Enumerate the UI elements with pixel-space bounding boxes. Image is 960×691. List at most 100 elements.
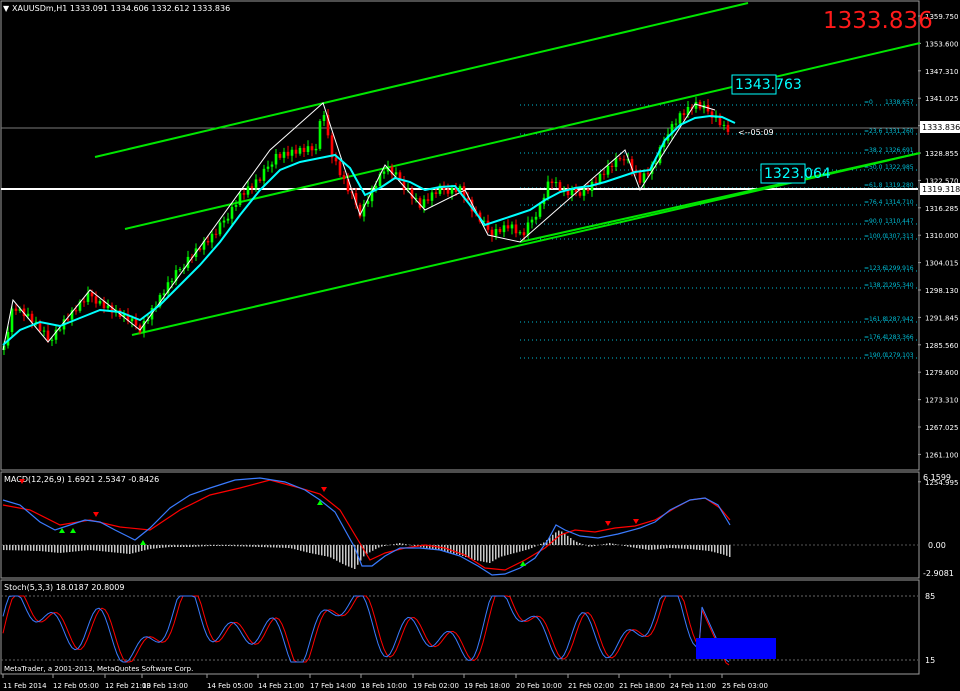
arrow-up-icon (59, 528, 65, 533)
fibo-level-value: 1295.340 (885, 282, 914, 289)
time-axis-label: 21 Feb 02:00 (568, 682, 614, 690)
time-axis-label: 13 Feb 13:00 (142, 682, 188, 690)
arrow-up-icon (520, 561, 526, 566)
fibo-level-ratio: =161.8 (864, 316, 886, 323)
stoch-scale-85: 85 (925, 592, 935, 601)
fibo-level-value: 1283.366 (885, 334, 914, 341)
price-axis-label: 1353.600 (925, 40, 958, 48)
price-axis-label: 1341.025 (925, 95, 958, 103)
stoch-header: Stoch(5,3,3) 18.0187 20.8009 (4, 583, 124, 592)
stoch-signal-line (2, 595, 730, 666)
price-axis-label: 1328.855 (925, 150, 958, 158)
channel-line-recent-low (519, 152, 921, 243)
fibo-level-value: 1310.447 (885, 218, 914, 225)
price-axis-label: 1347.310 (925, 68, 958, 76)
time-axis-label: 11 Feb 2014 (3, 682, 47, 690)
time-axis-label: 14 Feb 21:00 (258, 682, 304, 690)
bar-countdown: <--05:09 (738, 128, 774, 137)
price-axis-label: 1285.560 (925, 342, 958, 350)
time-axis-label: 14 Feb 05:00 (207, 682, 253, 690)
main-price-pane[interactable]: 1359.7501353.6001347.3101341.0251334.740… (0, 0, 960, 487)
moving-average-line (2, 114, 736, 346)
fibo-level-value: 1314.710 (885, 199, 914, 206)
time-axis-label: 12 Feb 05:00 (53, 682, 99, 690)
arrow-down-icon (93, 512, 99, 517)
fibo-level-ratio: =90.0 (864, 218, 883, 225)
arrow-down-icon (605, 521, 611, 526)
zigzag-line (2, 102, 716, 351)
time-axis-label: 12 Feb 21:00 (105, 682, 151, 690)
fibo-level-value: 1338.657 (885, 99, 914, 106)
stochastic-pane[interactable]: Stoch(5,3,3) 18.0187 20.8009 85 15 MetaT… (0, 579, 935, 675)
fibo-level-ratio: =176.4 (864, 334, 886, 341)
price-axis-label: 1304.015 (925, 260, 958, 268)
macd-signal-arrows (19, 479, 639, 566)
time-axis-label: 19 Feb 18:00 (464, 682, 510, 690)
time-axis-label: 18 Feb 10:00 (361, 682, 407, 690)
fibo-level-value: 1287.942 (885, 316, 914, 323)
fibo-level-ratio: =190.0 (864, 352, 886, 359)
symbol-header: XAUUSDm,H1 1333.091 1334.606 1332.612 13… (12, 4, 230, 13)
fibo-level-ratio: =23.6 (864, 128, 883, 135)
macd-header: MACD(12,26,9) 1.6921 2.5347 -0.8426 (4, 475, 159, 484)
fibo-level-ratio: =61.8 (864, 182, 883, 189)
price-axis-label: 1291.845 (925, 314, 958, 322)
price-axis-label: 1359.750 (925, 13, 958, 21)
price-axis-label: 1298.130 (925, 287, 958, 295)
fibo-level-ratio: =38.2 (864, 147, 883, 154)
arrow-down-icon (321, 487, 327, 492)
big-price-display: 1333.836 (823, 8, 933, 34)
candlesticks (2, 96, 730, 355)
line-price-tag: 1319.318 (922, 185, 960, 194)
macd-signal-line (2, 479, 731, 571)
fibo-level-ratio: =138.2 (864, 282, 886, 289)
stoch-main-line (2, 595, 730, 663)
fibo-level-ratio: =76.4 (864, 199, 883, 206)
time-axis-label: 24 Feb 11:00 (670, 682, 716, 690)
fibo-level-value: 1307.313 (885, 233, 914, 240)
stoch-highlight-box (696, 638, 776, 659)
price-axis-label: 1316.285 (925, 205, 958, 213)
macd-scale-zero: 0.00 (928, 541, 946, 550)
macd-main-line (2, 477, 731, 576)
fibo-level-value: 1326.691 (885, 147, 914, 154)
channel-label-upper: 1343.763 (735, 77, 802, 93)
stoch-scale-15: 15 (925, 656, 935, 665)
macd-scale-top: 6.1599 (923, 473, 951, 482)
price-axis-label: 1267.025 (925, 424, 958, 432)
time-axis-label: 17 Feb 14:00 (310, 682, 356, 690)
fibo-level-value: 1331.260 (885, 128, 914, 135)
price-axis-label: 1273.310 (925, 397, 958, 405)
copyright-text: MetaTrader, a 2001-2013, MetaQuotes Soft… (4, 665, 193, 673)
price-axis-label: 1261.100 (925, 451, 958, 459)
channel-line-top (94, 2, 749, 158)
fibo-level-value: 1322.985 (885, 164, 914, 171)
channel-label-lower: 1323.064 (764, 166, 831, 182)
fibo-level-value: 1299.916 (885, 265, 914, 272)
fibo-level-value: 1279.103 (885, 352, 914, 359)
arrow-up-icon (70, 528, 76, 533)
price-axis: 1359.7501353.6001347.3101341.0251334.740… (918, 13, 958, 487)
fibo-level-ratio: =50.0 (864, 164, 883, 171)
channel-label-upper-box (731, 74, 777, 95)
time-axis-label: 25 Feb 03:00 (722, 682, 768, 690)
price-axis-label: 1322.570 (925, 177, 958, 185)
arrow-down-icon (633, 519, 639, 524)
arrow-down-icon (19, 479, 25, 484)
price-axis-label: 1254.995 (925, 479, 958, 487)
fibo-retracement[interactable]: =0 1338.657 =23.6 1331.260 =38.2 1326.691 =50.… (520, 99, 918, 359)
price-axis-label: 1310.000 (925, 232, 958, 240)
price-axis-label: 1279.600 (925, 369, 958, 377)
current-price-tag-bg (920, 121, 960, 133)
time-axis-label: 21 Feb 18:00 (619, 682, 665, 690)
fibo-level-ratio: =123.6 (864, 265, 886, 272)
macd-pane[interactable]: MACD(12,26,9) 1.6921 2.5347 -0.8426 6.15… (0, 471, 954, 579)
time-axis-label: 19 Feb 02:00 (413, 682, 459, 690)
channel-label-lower-box (760, 163, 806, 184)
fibo-level-value: 1319.280 (885, 182, 914, 189)
fibo-level-ratio: =100.0 (864, 233, 886, 240)
time-axis-label: 20 Feb 10:00 (516, 682, 562, 690)
arrow-up-icon (317, 500, 323, 505)
